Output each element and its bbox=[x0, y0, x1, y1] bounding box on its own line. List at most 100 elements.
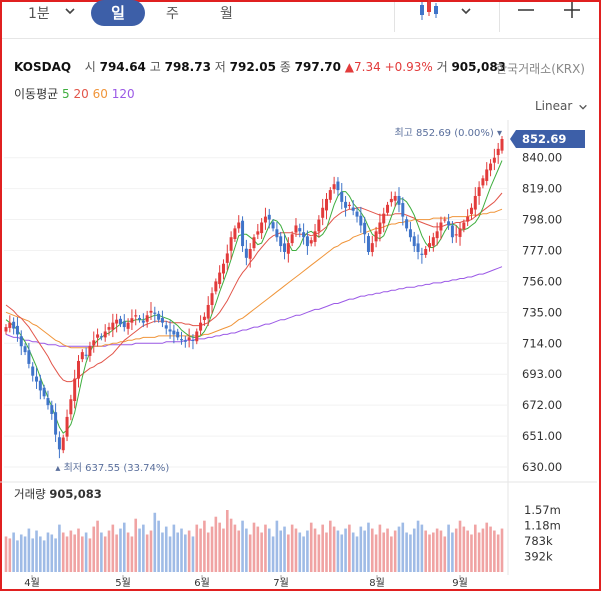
candle bbox=[126, 318, 130, 335]
volume-pane-label: 거래량 905,083 bbox=[14, 487, 102, 501]
change-value: ▲7.34 bbox=[344, 60, 381, 74]
open-label: 시 bbox=[84, 60, 96, 74]
tab-day[interactable]: 일 bbox=[91, 0, 145, 26]
candle bbox=[302, 223, 306, 245]
candle-body bbox=[466, 216, 470, 222]
candle bbox=[267, 208, 271, 229]
candle bbox=[54, 403, 58, 442]
interval-select[interactable]: 1분 bbox=[28, 2, 50, 26]
candle bbox=[153, 306, 157, 323]
volume-bar bbox=[100, 532, 103, 572]
volume-bar bbox=[496, 534, 500, 572]
candle bbox=[256, 223, 260, 239]
exchange-name: 한국거래소(KRX) bbox=[496, 62, 585, 76]
volume-bar bbox=[142, 524, 145, 572]
volume-bar bbox=[306, 530, 309, 572]
volume-bar bbox=[149, 530, 153, 572]
candle bbox=[439, 216, 443, 240]
tab-month[interactable]: 월 bbox=[220, 6, 233, 22]
tab-week[interactable]: 주 bbox=[166, 6, 179, 22]
chevron-down-icon[interactable] bbox=[64, 1, 76, 25]
candle-body bbox=[313, 231, 317, 242]
volume-bar bbox=[386, 528, 389, 572]
candle-body bbox=[195, 331, 199, 342]
volume-bar bbox=[245, 528, 248, 572]
volume-bar bbox=[119, 528, 122, 572]
candle-body bbox=[214, 281, 218, 292]
volume-bar bbox=[382, 532, 386, 572]
low-value: 792.05 bbox=[229, 60, 276, 74]
volume-bar bbox=[58, 524, 61, 572]
candle bbox=[481, 175, 485, 189]
high-marker: 최고 852.69 (0.00%) ▾ bbox=[394, 127, 502, 139]
candle-body bbox=[401, 203, 405, 217]
volume-bar bbox=[351, 532, 355, 572]
candle-body bbox=[180, 339, 184, 341]
candle bbox=[279, 231, 283, 252]
candle bbox=[96, 328, 100, 347]
volume-bar bbox=[271, 536, 275, 572]
candle bbox=[397, 187, 401, 213]
candle bbox=[12, 317, 16, 335]
candle bbox=[473, 187, 477, 217]
candlestick-icon[interactable] bbox=[418, 0, 440, 24]
low-marker: ▴ 최저 637.55 (33.74%) bbox=[55, 462, 169, 474]
candle bbox=[458, 222, 462, 246]
volume-bar bbox=[203, 520, 206, 572]
candle-body bbox=[118, 318, 122, 325]
volume-bar bbox=[61, 532, 65, 572]
candle bbox=[50, 400, 54, 420]
candle-body bbox=[263, 216, 267, 223]
plus-icon[interactable] bbox=[562, 0, 582, 24]
volume-bar bbox=[237, 530, 241, 572]
moving-average-legend[interactable]: 이동평균 5 20 60 120 bbox=[14, 85, 135, 102]
candle-body bbox=[23, 346, 27, 353]
x-tick-label: 6월 bbox=[194, 577, 210, 589]
candle bbox=[294, 218, 298, 237]
candle bbox=[344, 195, 348, 217]
volume-value: 905,083 bbox=[451, 60, 507, 74]
candle-body bbox=[492, 157, 496, 163]
candle-body bbox=[80, 352, 84, 360]
candle-body bbox=[462, 222, 466, 230]
chevron-down-icon[interactable] bbox=[460, 1, 472, 25]
volume-bar bbox=[153, 512, 157, 572]
ohlc-header: KOSDAQ 시 794.64 고 798.73 저 792.05 종 797.… bbox=[14, 58, 506, 75]
volume-bar bbox=[340, 534, 344, 572]
candle bbox=[405, 216, 409, 232]
volume-bar bbox=[81, 536, 84, 572]
volume-bar bbox=[344, 528, 347, 572]
candle bbox=[118, 315, 122, 328]
candle bbox=[462, 219, 466, 233]
volume-bar bbox=[134, 518, 138, 572]
candle-body bbox=[489, 163, 493, 171]
candle-body bbox=[54, 412, 58, 435]
candle-body bbox=[149, 310, 153, 313]
candle-body bbox=[84, 354, 88, 356]
candle bbox=[382, 207, 386, 233]
close-label: 종 bbox=[279, 60, 291, 74]
candle-body bbox=[469, 207, 473, 214]
volume-bar bbox=[283, 526, 286, 572]
candle bbox=[428, 235, 432, 252]
volume-bar bbox=[374, 534, 378, 572]
candle bbox=[38, 374, 42, 400]
price-tick: 840.00 bbox=[522, 151, 562, 165]
candle bbox=[229, 231, 233, 260]
candle-body bbox=[290, 234, 294, 244]
candle-body bbox=[69, 399, 73, 415]
candle bbox=[244, 239, 248, 266]
candle-body bbox=[347, 204, 351, 207]
volume-bar bbox=[161, 532, 164, 572]
candlesticks bbox=[4, 136, 504, 459]
candle bbox=[221, 259, 225, 280]
candle-body bbox=[237, 222, 241, 229]
scale-mode-select[interactable]: Linear bbox=[535, 99, 588, 113]
volume-bar bbox=[393, 530, 397, 572]
candle bbox=[19, 330, 23, 356]
minus-icon[interactable] bbox=[516, 0, 536, 24]
volume-bar bbox=[187, 530, 191, 572]
volume-bar bbox=[233, 524, 237, 572]
volume-bar bbox=[329, 520, 332, 572]
